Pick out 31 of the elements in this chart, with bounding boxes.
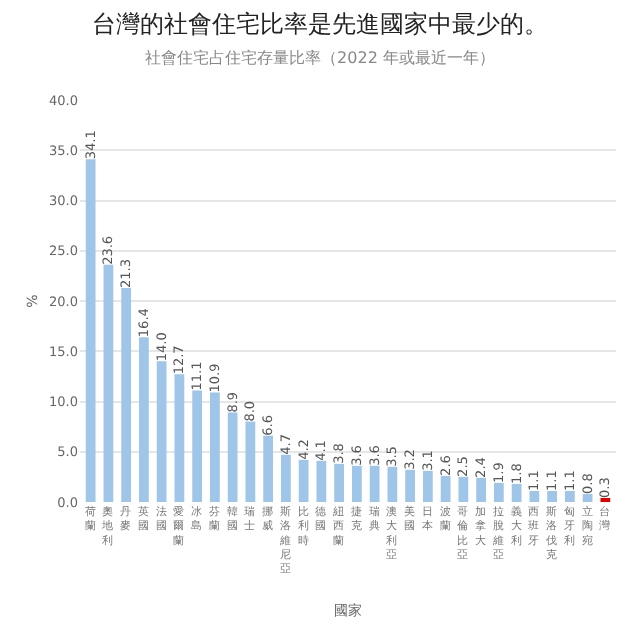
bar — [369, 465, 380, 502]
chart-title: 台灣的社會住宅比率是先進國家中最少的。 — [92, 10, 548, 38]
bar — [352, 465, 362, 502]
bar — [405, 469, 415, 502]
bar — [121, 287, 132, 502]
bar — [245, 421, 256, 502]
chart-subtitle: 社會住宅占住宅存量比率（2022 年或最近一年） — [145, 49, 495, 68]
bar — [210, 392, 220, 502]
bar — [316, 460, 327, 502]
bar — [298, 459, 309, 502]
bar — [458, 476, 469, 502]
bar — [493, 482, 504, 502]
bar — [139, 337, 149, 502]
bar — [85, 159, 96, 502]
bar — [103, 264, 114, 502]
bar — [263, 435, 274, 502]
bar — [192, 390, 203, 502]
bar — [511, 483, 522, 502]
bar — [227, 412, 238, 502]
bar — [174, 374, 185, 502]
bar — [440, 475, 451, 502]
bar — [529, 490, 540, 502]
bar — [422, 470, 433, 502]
bar — [334, 463, 344, 502]
bar — [582, 493, 593, 502]
bar — [156, 361, 167, 502]
bar — [564, 490, 575, 502]
bar — [476, 477, 486, 502]
bar — [547, 490, 557, 502]
bar — [281, 454, 291, 502]
bar — [387, 466, 398, 502]
